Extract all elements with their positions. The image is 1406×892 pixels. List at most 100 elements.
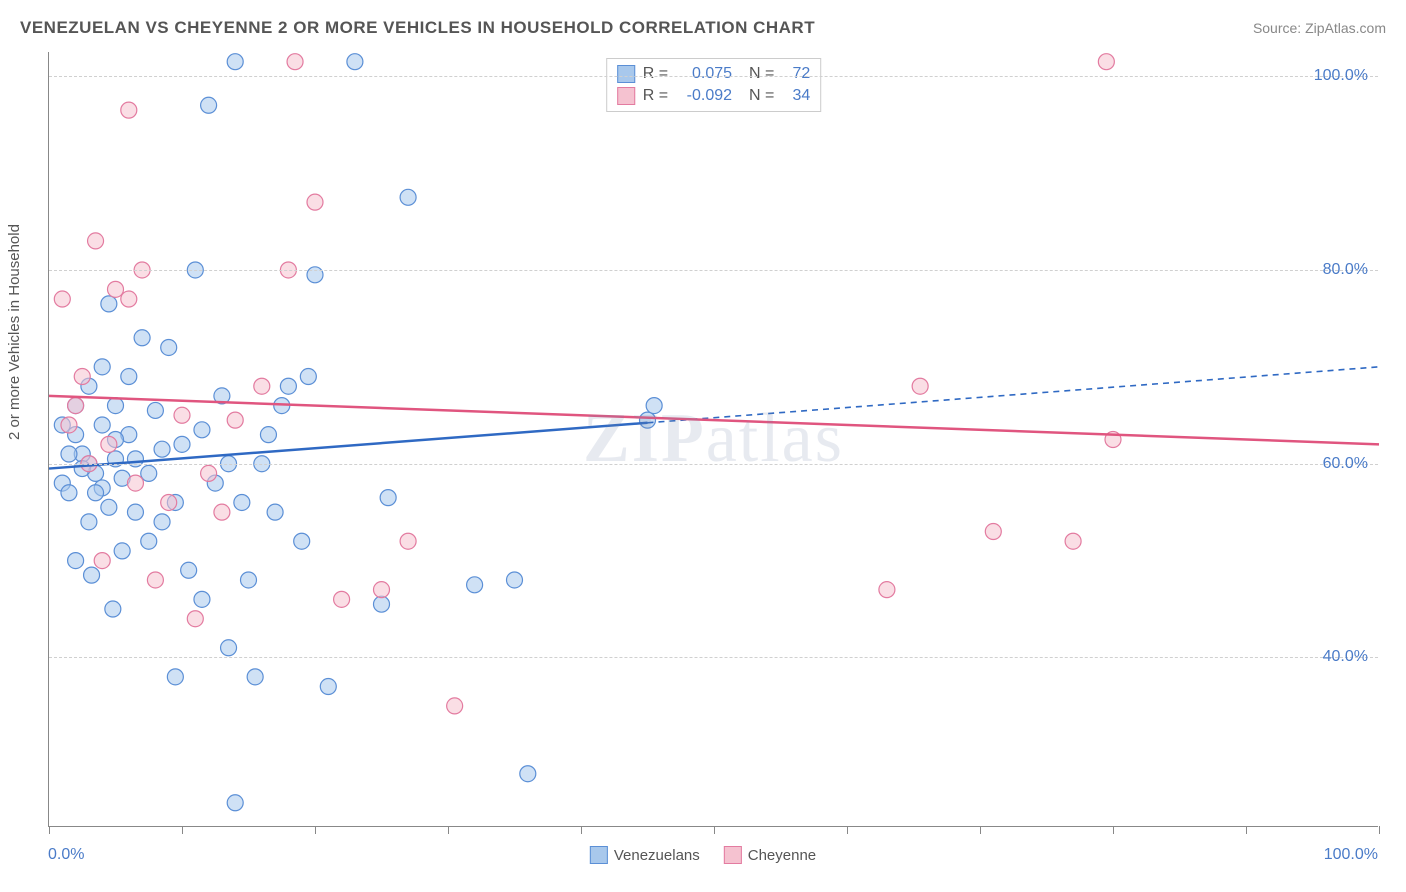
legend-swatch [724, 846, 742, 864]
scatter-point [194, 422, 210, 438]
scatter-point [161, 494, 177, 510]
scatter-point [68, 553, 84, 569]
legend-item: Venezuelans [590, 846, 700, 864]
scatter-point [101, 296, 117, 312]
scatter-point [912, 378, 928, 394]
scatter-point [985, 524, 1001, 540]
scatter-point [61, 417, 77, 433]
scatter-point [380, 490, 396, 506]
x-tick [49, 826, 50, 834]
scatter-point [174, 436, 190, 452]
x-axis-max-label: 100.0% [1324, 846, 1378, 864]
scatter-point [88, 233, 104, 249]
x-tick [847, 826, 848, 834]
trend-line-dashed [648, 367, 1380, 423]
stats-n-value: 72 [782, 65, 810, 83]
scatter-point [141, 465, 157, 481]
scatter-point [234, 494, 250, 510]
scatter-point [187, 611, 203, 627]
gridline [49, 270, 1378, 271]
scatter-point [241, 572, 257, 588]
x-tick [1379, 826, 1380, 834]
scatter-point [194, 591, 210, 607]
scatter-point [61, 485, 77, 501]
y-tick-label: 100.0% [1314, 67, 1368, 85]
scatter-point [94, 417, 110, 433]
stats-row: R = -0.092 N = 34 [617, 85, 811, 107]
scatter-point [114, 543, 130, 559]
scatter-point [879, 582, 895, 598]
scatter-point [154, 514, 170, 530]
scatter-point [320, 679, 336, 695]
y-axis-label: 2 or more Vehicles in Household [6, 224, 23, 440]
scatter-point [147, 402, 163, 418]
scatter-point [201, 465, 217, 481]
scatter-point [507, 572, 523, 588]
y-tick-label: 40.0% [1323, 648, 1368, 666]
scatter-point [101, 499, 117, 515]
scatter-point [127, 504, 143, 520]
legend-swatch [617, 87, 635, 105]
stats-r-value: 0.075 [676, 65, 732, 83]
scatter-point [94, 359, 110, 375]
scatter-point [141, 533, 157, 549]
scatter-point [287, 54, 303, 70]
scatter-point [294, 533, 310, 549]
scatter-point [280, 378, 296, 394]
gridline [49, 76, 1378, 77]
legend-label: Venezuelans [614, 847, 700, 864]
stats-r-label: R = [643, 65, 668, 83]
scatter-point [105, 601, 121, 617]
stats-r-label: R = [643, 87, 668, 105]
scatter-point [214, 504, 230, 520]
scatter-point [1098, 54, 1114, 70]
scatter-point [181, 562, 197, 578]
gridline [49, 464, 1378, 465]
scatter-point [334, 591, 350, 607]
gridline [49, 657, 1378, 658]
scatter-point [400, 189, 416, 205]
scatter-point [221, 640, 237, 656]
scatter-point [254, 378, 270, 394]
trend-line [49, 396, 1379, 444]
stats-r-value: -0.092 [676, 87, 732, 105]
scatter-point [121, 291, 137, 307]
stats-n-label: N = [740, 87, 774, 105]
scatter-point [400, 533, 416, 549]
x-tick [581, 826, 582, 834]
scatter-point [247, 669, 263, 685]
scatter-point [101, 436, 117, 452]
scatter-point [134, 330, 150, 346]
scatter-point [300, 369, 316, 385]
scatter-point [227, 412, 243, 428]
x-tick [980, 826, 981, 834]
scatter-point [68, 398, 84, 414]
scatter-point [121, 102, 137, 118]
stats-n-value: 34 [782, 87, 810, 105]
legend-item: Cheyenne [724, 846, 816, 864]
scatter-point [227, 54, 243, 70]
chart-svg [49, 52, 1378, 826]
scatter-point [94, 553, 110, 569]
scatter-point [1065, 533, 1081, 549]
scatter-point [108, 281, 124, 297]
y-tick-label: 60.0% [1323, 455, 1368, 473]
scatter-point [227, 795, 243, 811]
scatter-point [154, 441, 170, 457]
x-tick [1246, 826, 1247, 834]
scatter-point [167, 669, 183, 685]
scatter-point [88, 485, 104, 501]
scatter-point [161, 339, 177, 355]
scatter-point [61, 446, 77, 462]
scatter-point [74, 369, 90, 385]
x-tick [448, 826, 449, 834]
scatter-point [467, 577, 483, 593]
legend-swatch [590, 846, 608, 864]
plot-area: ZIPatlas R =0.075 N =72R =-0.092 N =34 4… [48, 52, 1378, 827]
trend-line [49, 423, 648, 469]
stats-n-label: N = [740, 65, 774, 83]
scatter-point [307, 194, 323, 210]
y-tick-label: 80.0% [1323, 261, 1368, 279]
x-axis-min-label: 0.0% [48, 846, 84, 864]
scatter-point [646, 398, 662, 414]
